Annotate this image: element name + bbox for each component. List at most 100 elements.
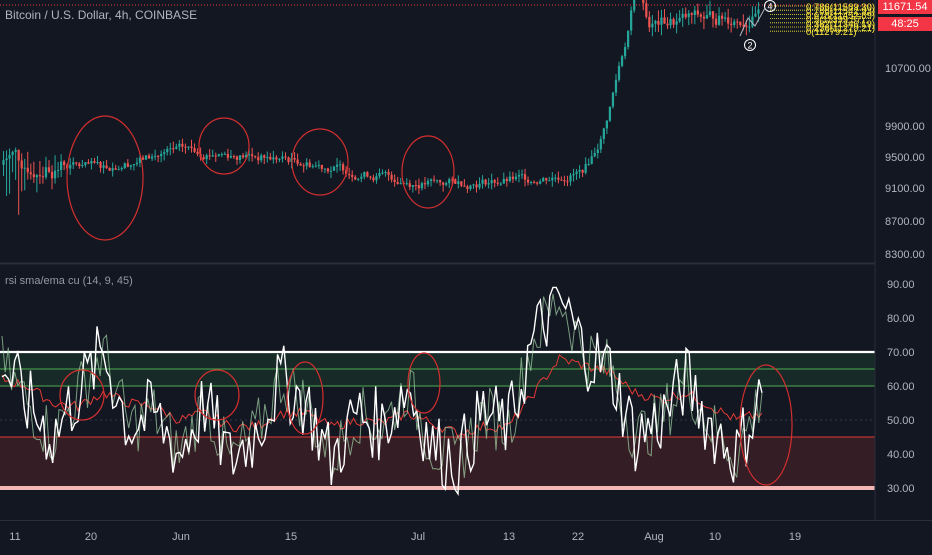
candle-body: [32, 174, 35, 178]
candle-body: [648, 16, 651, 28]
candle-body: [432, 179, 436, 181]
candle-body: [311, 166, 314, 168]
candle-body: [611, 92, 615, 107]
candle-body: [63, 161, 66, 166]
candle-body: [593, 153, 596, 157]
candle-body: [599, 138, 602, 150]
candle-body: [578, 169, 581, 172]
candle-body: [757, 9, 760, 14]
price-tick-label: 10700.00: [885, 63, 931, 75]
red-circle-annotation: [401, 135, 455, 209]
candle-body: [138, 157, 142, 163]
candle-body: [581, 169, 584, 173]
candle-body: [720, 15, 724, 19]
candle-body: [205, 155, 208, 160]
candle-body: [727, 17, 730, 24]
candle-body: [178, 143, 181, 147]
candle-body: [11, 151, 14, 156]
candle-body: [78, 163, 81, 167]
candle-body: [132, 164, 136, 166]
candle-body: [117, 169, 120, 171]
candle-body: [208, 155, 211, 157]
candle-body: [348, 174, 351, 176]
candle-body: [326, 168, 330, 172]
rsi-tick-label: 90.00: [887, 279, 915, 291]
candle-body: [545, 178, 548, 181]
candle-body: [126, 163, 129, 167]
candle-body: [50, 171, 54, 179]
candle-body: [53, 170, 57, 179]
candle-body: [554, 177, 557, 179]
candle-body: [748, 26, 751, 28]
candle-body: [539, 181, 542, 184]
candle-body: [99, 161, 102, 168]
candle-body: [575, 171, 578, 174]
candle-body: [360, 176, 363, 179]
candle-body: [269, 156, 272, 160]
candle-body: [566, 181, 569, 183]
red-circle-annotation: [194, 369, 240, 421]
candle-body: [511, 176, 515, 180]
candle-body: [41, 176, 45, 178]
candle-body: [526, 179, 530, 183]
annotations: 0.786(11589.30)0.786(11542.93)0.618(1145…: [0, 0, 875, 486]
candle-body: [232, 156, 236, 158]
elliott-wave-path: [739, 7, 766, 37]
candle-body: [672, 18, 675, 25]
candle-body: [247, 154, 251, 156]
candle-body: [93, 161, 96, 163]
time-tick-label: Aug: [644, 531, 664, 543]
candle-body: [38, 175, 42, 177]
candle-body: [157, 155, 160, 157]
candle-body: [617, 65, 621, 80]
ema-line: [1, 354, 763, 440]
time-tick-label: 15: [285, 531, 297, 543]
candle-body: [399, 183, 402, 185]
indicator-label: rsi sma/ema cu (14, 9, 45): [5, 275, 133, 287]
candle-body: [23, 167, 26, 169]
candle-body: [666, 23, 669, 26]
candle-body: [408, 183, 411, 187]
wave-count-circle: [764, 0, 776, 12]
rsi-tick-label: 50.00: [887, 415, 915, 427]
candle-body: [484, 179, 487, 185]
candle-body: [736, 21, 739, 23]
candle-body: [287, 157, 290, 163]
candle-body: [281, 156, 284, 159]
candle-body: [390, 174, 393, 180]
candle-body: [724, 17, 727, 19]
candle-body: [699, 14, 702, 17]
price-tick-label: 8300.00: [885, 249, 925, 261]
candle-body: [423, 183, 427, 185]
candle-body: [329, 170, 333, 172]
candle-body: [687, 13, 690, 18]
candle-body: [572, 173, 575, 176]
candle-body: [44, 167, 48, 178]
candle-body: [417, 185, 421, 189]
candle-body: [260, 155, 263, 161]
candle-body: [745, 25, 748, 28]
candle-body: [708, 11, 712, 16]
candle-body: [508, 176, 511, 182]
candle-body: [20, 160, 23, 169]
candle-body: [584, 163, 587, 173]
candle-body: [357, 178, 360, 180]
candle-body: [645, 3, 648, 17]
candle-body: [278, 158, 281, 160]
candle-body: [226, 153, 229, 158]
candle-body: [108, 167, 111, 171]
candle-body: [375, 176, 378, 181]
candle-body: [396, 181, 399, 184]
candle-body: [293, 158, 296, 160]
candle-body: [351, 174, 354, 177]
candle-body: [302, 165, 305, 167]
candle-body: [29, 172, 32, 175]
candle-body: [72, 162, 75, 165]
candle-body: [60, 161, 63, 170]
price-axis-bg: [875, 0, 932, 550]
candle-body: [266, 156, 269, 158]
candle-body: [448, 179, 451, 184]
candle-body: [454, 179, 457, 184]
candle-body: [235, 156, 239, 160]
